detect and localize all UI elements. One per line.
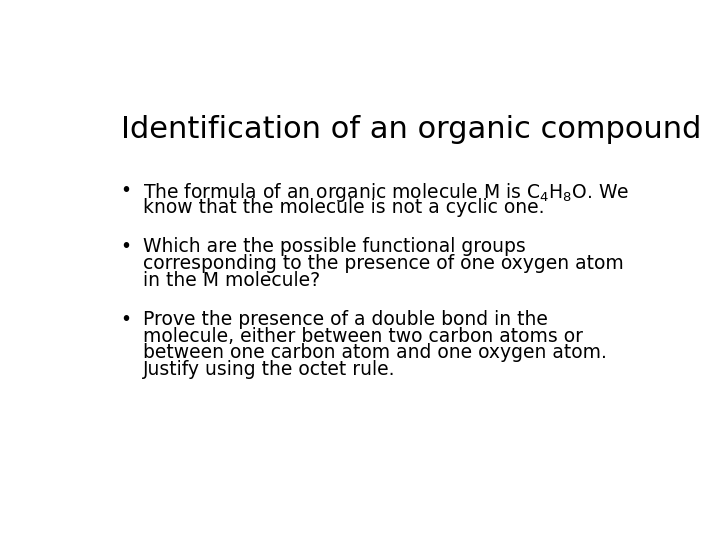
Text: Prove the presence of a double bond in the: Prove the presence of a double bond in t… (143, 310, 548, 329)
Text: between one carbon atom and one oxygen atom.: between one carbon atom and one oxygen a… (143, 343, 607, 362)
Text: Which are the possible functional groups: Which are the possible functional groups (143, 238, 526, 256)
Text: •: • (121, 181, 132, 200)
Text: •: • (121, 238, 132, 256)
Text: molecule, either between two carbon atoms or: molecule, either between two carbon atom… (143, 327, 583, 346)
Text: The formula of an organic molecule M is $\mathrm{C_4H_8O}$. We: The formula of an organic molecule M is … (143, 181, 629, 204)
Text: Justify using the octet rule.: Justify using the octet rule. (143, 360, 395, 379)
Text: corresponding to the presence of one oxygen atom: corresponding to the presence of one oxy… (143, 254, 624, 273)
Text: in the M molecule?: in the M molecule? (143, 271, 320, 289)
Text: •: • (121, 310, 132, 329)
Text: Identification of an organic compound: Identification of an organic compound (121, 114, 701, 144)
Text: know that the molecule is not a cyclic one.: know that the molecule is not a cyclic o… (143, 198, 544, 217)
